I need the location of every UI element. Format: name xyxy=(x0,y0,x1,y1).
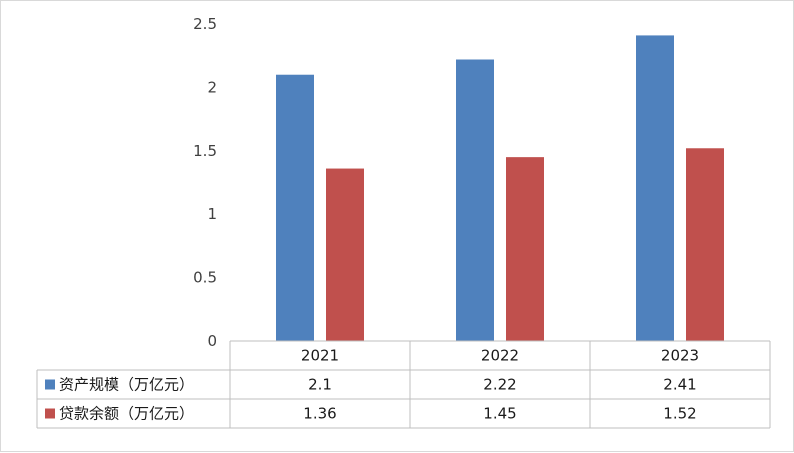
bar-series-2-2021 xyxy=(326,168,364,341)
y-tick-label: 0 xyxy=(207,332,217,350)
data-label: 2.41 xyxy=(663,376,696,394)
data-label: 1.52 xyxy=(663,405,696,423)
data-table: 2021 2022 2023 资产规模（万亿元） 2.1 2.22 2.41 贷款余额（万亿元… xyxy=(36,340,771,429)
y-tick-label: 1.5 xyxy=(193,142,217,160)
bar-series-2-2022 xyxy=(506,157,544,341)
y-tick-label: 2.5 xyxy=(193,15,217,33)
legend-key-series-2 xyxy=(45,408,55,419)
x-category-label: 2023 xyxy=(661,347,699,365)
data-label: 1.36 xyxy=(303,405,336,423)
bar-series-2-2023 xyxy=(686,148,724,341)
legend-series-name: 资产规模（万亿元） xyxy=(59,376,194,394)
x-category-label: 2021 xyxy=(301,347,339,365)
data-label: 2.22 xyxy=(483,376,516,394)
y-tick-label: 2 xyxy=(207,78,217,96)
x-category-label: 2022 xyxy=(481,347,519,365)
y-tick-label: 0.5 xyxy=(193,269,217,287)
legend-series-name: 贷款余额（万亿元） xyxy=(59,405,194,423)
data-label: 2.1 xyxy=(308,376,332,394)
bar-series-1-2022 xyxy=(456,59,494,342)
legend-key-series-1 xyxy=(45,379,55,390)
bar-series-1-2021 xyxy=(276,74,314,341)
data-label: 1.45 xyxy=(483,405,516,423)
y-tick-label: 1 xyxy=(207,205,217,223)
bar-series-1-2023 xyxy=(636,35,674,342)
y-axis-tick-labels: 0 0.5 1 1.5 2 2.5 xyxy=(193,15,217,350)
bar-marks xyxy=(276,35,724,342)
